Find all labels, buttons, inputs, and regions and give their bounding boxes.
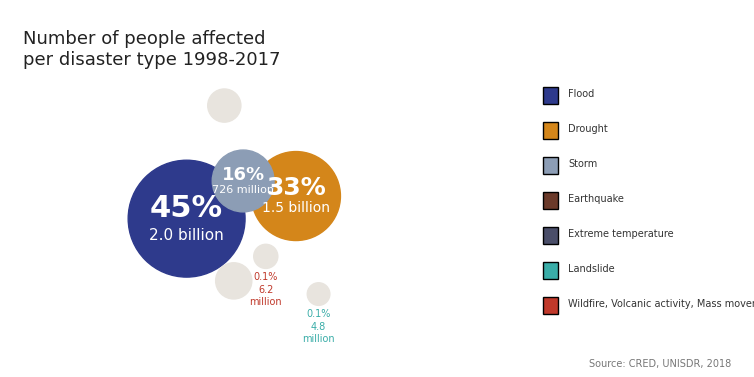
Text: Landslide: Landslide [569,264,615,274]
Text: 1.5 billion: 1.5 billion [262,201,330,216]
FancyBboxPatch shape [543,122,558,139]
Text: 3%
125 million: 3% 125 million [193,126,256,148]
Circle shape [213,150,274,212]
FancyBboxPatch shape [543,227,558,244]
FancyBboxPatch shape [543,297,558,314]
Circle shape [216,263,252,299]
Circle shape [251,152,340,241]
Text: Source: CRED, UNISDR, 2018: Source: CRED, UNISDR, 2018 [589,359,731,369]
Text: Number of people affected
per disaster type 1998-2017: Number of people affected per disaster t… [23,30,280,69]
Text: 0.1%
4.8
million: 0.1% 4.8 million [302,309,335,344]
Circle shape [308,283,330,305]
Text: 2.0 billion: 2.0 billion [149,228,224,242]
FancyBboxPatch shape [543,192,558,209]
Circle shape [128,160,245,277]
Circle shape [207,89,241,122]
Text: 0.1%
6.2
million: 0.1% 6.2 million [250,272,282,307]
FancyBboxPatch shape [543,87,558,104]
Circle shape [253,244,278,268]
Text: 16%: 16% [222,166,265,184]
Text: Storm: Storm [569,159,597,169]
Text: 726 million: 726 million [212,185,274,195]
Text: Wildfire, Volcanic activity, Mass movement (dry): Wildfire, Volcanic activity, Mass moveme… [569,299,754,309]
Text: Drought: Drought [569,124,608,134]
FancyBboxPatch shape [543,262,558,279]
Text: Flood: Flood [569,89,594,99]
FancyBboxPatch shape [543,157,558,174]
Text: 2%
97 million: 2% 97 million [203,303,265,332]
Text: 45%: 45% [150,194,223,223]
Text: Extreme temperature: Extreme temperature [569,229,674,239]
Text: Earthquake: Earthquake [569,194,624,204]
Text: 33%: 33% [266,176,326,200]
